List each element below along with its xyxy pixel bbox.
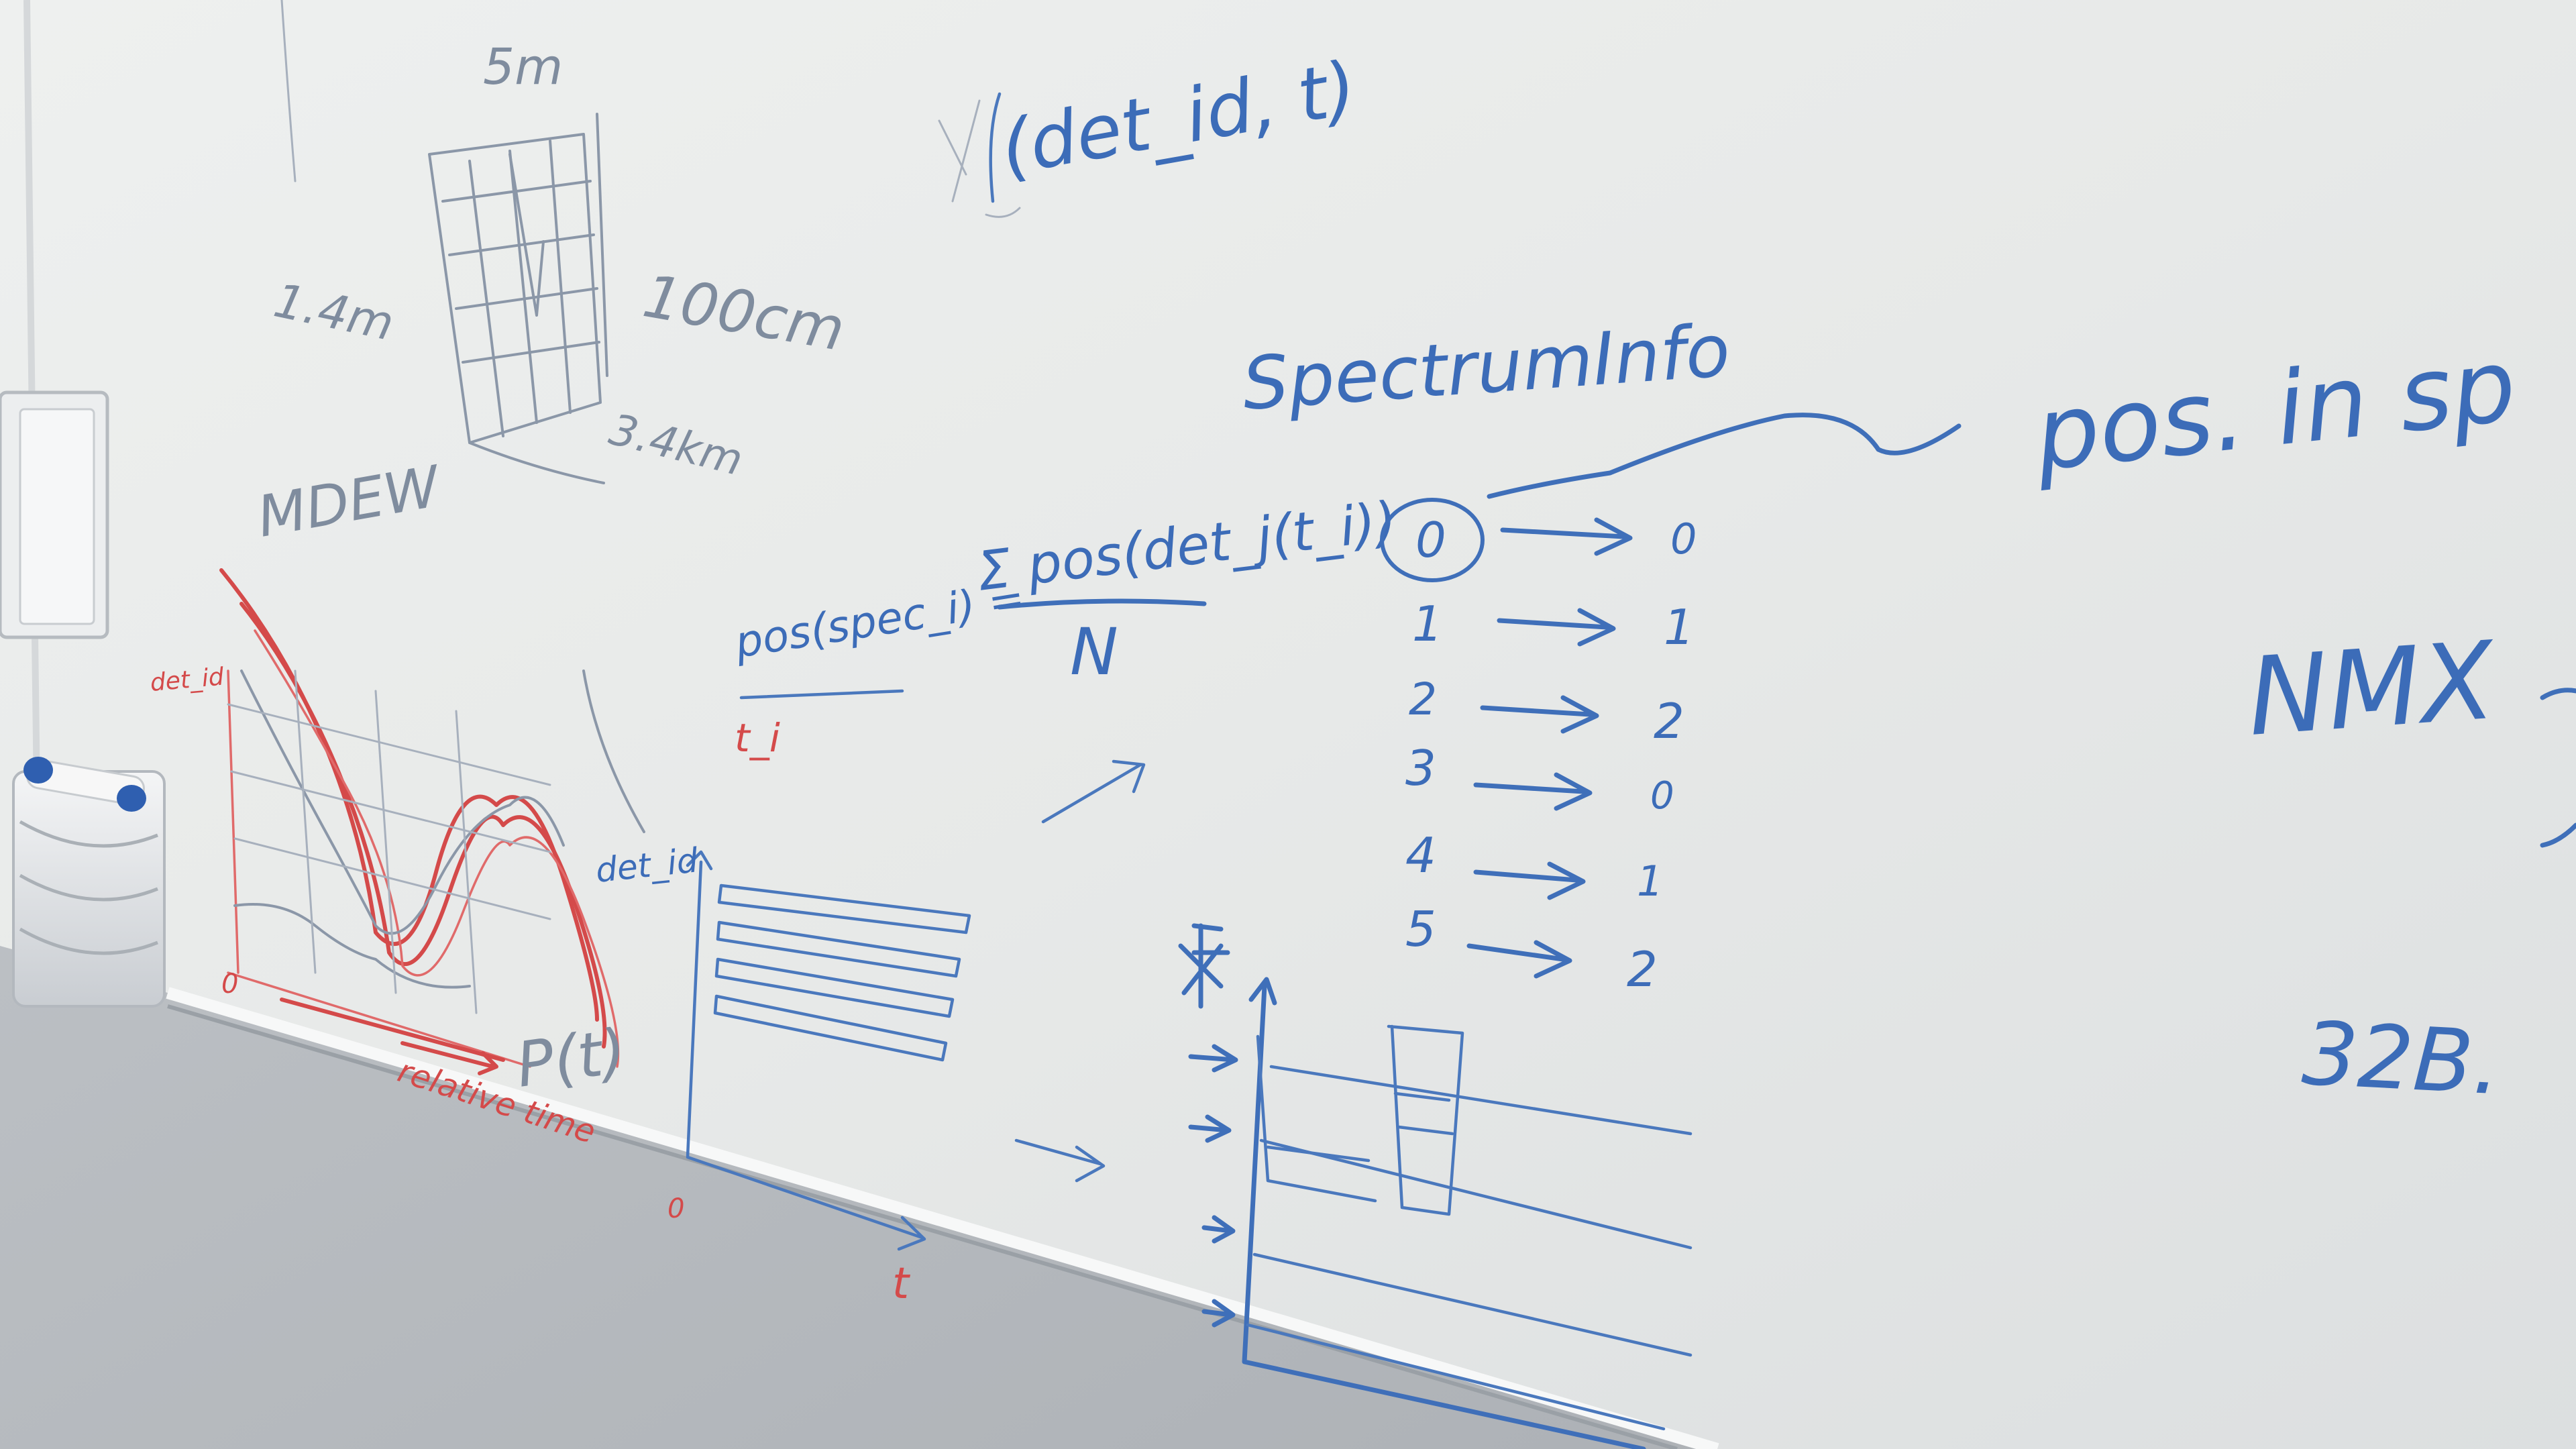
diagram-axes	[1242, 983, 1646, 1449]
mapping-arrow	[1480, 695, 1599, 734]
formula-lhs-underline	[739, 689, 904, 700]
diagram-arrow-4	[1201, 1299, 1236, 1328]
diagram-top-ticks	[1191, 923, 1230, 955]
chart-bar	[717, 883, 971, 934]
mapping-arrow	[1473, 772, 1593, 811]
blue-marker	[23, 757, 146, 812]
mapping-row: 4 1	[1405, 827, 1663, 906]
right-edge-mark	[2540, 822, 2576, 848]
nmx-label: NMX	[2244, 618, 2501, 760]
chart-bar	[716, 920, 961, 978]
spectrum-diagram	[1178, 923, 1693, 1449]
chart-xlabel: t	[892, 1259, 911, 1309]
mapping-index: 3	[1405, 740, 1436, 796]
whiteboard-bottom-frame	[166, 987, 1719, 1449]
chart-axes	[686, 860, 924, 1240]
mapping-target: 0	[1650, 774, 1674, 818]
red-origin: 0	[221, 969, 238, 1000]
diagram-arrow-1	[1188, 1044, 1238, 1073]
mapping-index: 2	[1409, 674, 1437, 725]
whiteboard-frame-shadow	[167, 1004, 1678, 1449]
det-time-chart	[686, 850, 971, 1251]
arrow-right	[1014, 1138, 1106, 1183]
mapping-table: 0 0 1 1 2 2 3 0 4 1	[1405, 512, 1697, 998]
tuple-open-paren	[989, 92, 1002, 203]
chart-bar	[713, 994, 948, 1062]
arrow-up-right	[1041, 759, 1146, 824]
mapping-target: 1	[1637, 857, 1663, 906]
faint-mark-2	[985, 207, 1021, 218]
size-label: 32B.	[2300, 1002, 2503, 1114]
diagram-arrow-3	[1201, 1215, 1236, 1244]
red-plot	[219, 568, 645, 1075]
mapping-arrow	[1500, 517, 1633, 556]
formula-denominator: N	[1070, 614, 1118, 690]
mapping-row: 5 2	[1405, 901, 1658, 998]
mapping-row: 0 0	[1415, 512, 1697, 568]
callout-wave-line	[1487, 413, 1962, 499]
mapping-index: 4	[1405, 827, 1436, 883]
mapping-target: 2	[1627, 941, 1658, 998]
mapping-target: 1	[1664, 599, 1695, 655]
mapping-arrow	[1466, 940, 1572, 979]
mapping-target: 2	[1654, 693, 1684, 749]
formula-fraction-bar	[997, 598, 1207, 610]
diagram-rows	[1246, 1065, 1693, 1431]
erased-x-mark	[938, 99, 981, 203]
formula-lhs-sub: t_i	[735, 715, 780, 761]
sketch-height-label: 5m	[483, 38, 563, 96]
diagram-arrow-2	[1188, 1114, 1232, 1143]
nmx-tail-mark	[2540, 688, 2576, 700]
red-plot-ylabel: det_id	[149, 663, 225, 697]
mapping-arrow	[1473, 861, 1586, 900]
mapping-arrow	[1497, 608, 1616, 647]
chart-origin: 0	[667, 1193, 684, 1224]
red-plot-function: P(t)	[512, 1015, 631, 1102]
mapping-row: 3 0	[1405, 740, 1674, 818]
diagram-bracket-left	[1256, 1034, 1377, 1203]
wall-holder-face	[19, 408, 95, 625]
mapping-row: 2 2	[1409, 674, 1684, 749]
mapping-target: 0	[1670, 515, 1697, 564]
mapping-row: 1 1	[1412, 596, 1695, 655]
chart-x-arrow	[897, 1216, 926, 1251]
mapping-index: 5	[1405, 901, 1436, 957]
faint-mark-top	[280, 0, 297, 182]
diagram-bracket-right	[1387, 1024, 1464, 1216]
highlight-circle	[1380, 498, 1485, 582]
diagram-y-arrow	[1248, 977, 1277, 1006]
mapping-index: 1	[1412, 596, 1443, 652]
chart-y-arrow	[686, 850, 713, 871]
detector-sketch	[428, 113, 608, 484]
chart-bar	[714, 957, 955, 1018]
mapping-index: 0	[1415, 512, 1446, 568]
